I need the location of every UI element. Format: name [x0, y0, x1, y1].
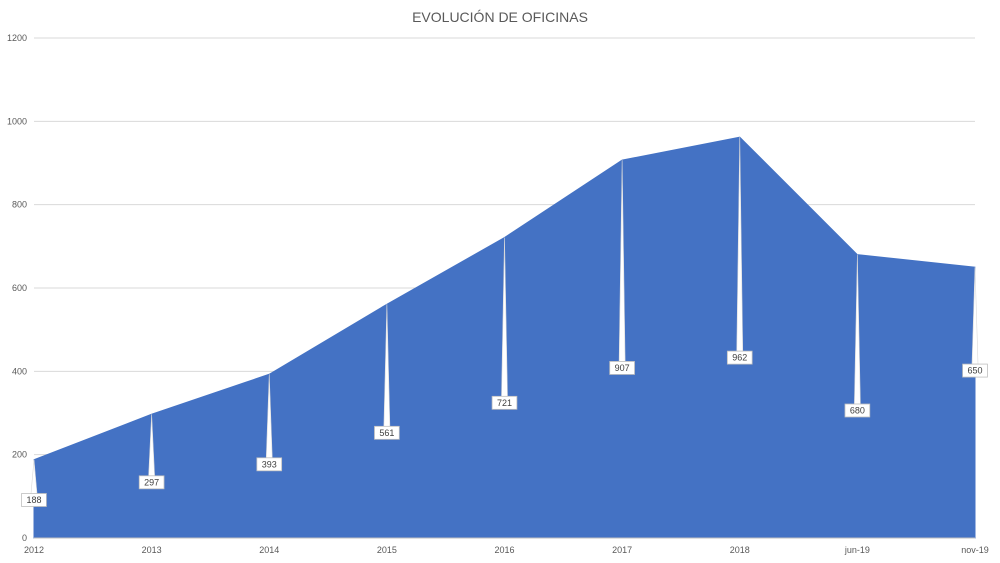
- data-label: 907: [615, 363, 630, 373]
- data-label: 561: [379, 428, 394, 438]
- y-tick-label: 1000: [7, 116, 27, 126]
- data-label: 188: [26, 495, 41, 505]
- data-label: 297: [144, 477, 159, 487]
- y-tick-label: 0: [22, 533, 27, 543]
- y-tick-label: 200: [12, 450, 27, 460]
- y-tick-label: 1200: [7, 33, 27, 43]
- data-label-box: [138, 475, 165, 490]
- y-tick-label: 600: [12, 283, 27, 293]
- data-label: 962: [732, 353, 747, 363]
- x-tick-label: 2014: [259, 545, 279, 555]
- x-tick-label: 2015: [377, 545, 397, 555]
- data-label: 680: [850, 406, 865, 416]
- data-label-box: [962, 363, 988, 378]
- x-tick-label: jun-19: [844, 545, 870, 555]
- data-label-box: [609, 361, 635, 375]
- x-tick-label: nov-19: [961, 545, 989, 555]
- x-tick-label: 2018: [730, 545, 750, 555]
- data-label-box: [726, 350, 753, 365]
- data-label-box: [491, 395, 518, 410]
- data-label-box: [21, 493, 47, 507]
- y-tick-label: 800: [12, 200, 27, 210]
- data-label: 393: [262, 459, 277, 469]
- y-tick-label: 400: [12, 366, 27, 376]
- data-label-box: [256, 457, 283, 472]
- data-label-box: [374, 425, 400, 440]
- chart-title: EVOLUCIÓN DE OFICINAS: [412, 9, 588, 25]
- x-tick-label: 2017: [612, 545, 632, 555]
- data-label-box: [844, 403, 871, 418]
- x-tick-label: 2012: [24, 545, 44, 555]
- x-tick-label: 2016: [494, 545, 514, 555]
- x-tick-label: 2013: [142, 545, 162, 555]
- data-label: 721: [497, 398, 512, 408]
- data-label: 650: [967, 366, 982, 376]
